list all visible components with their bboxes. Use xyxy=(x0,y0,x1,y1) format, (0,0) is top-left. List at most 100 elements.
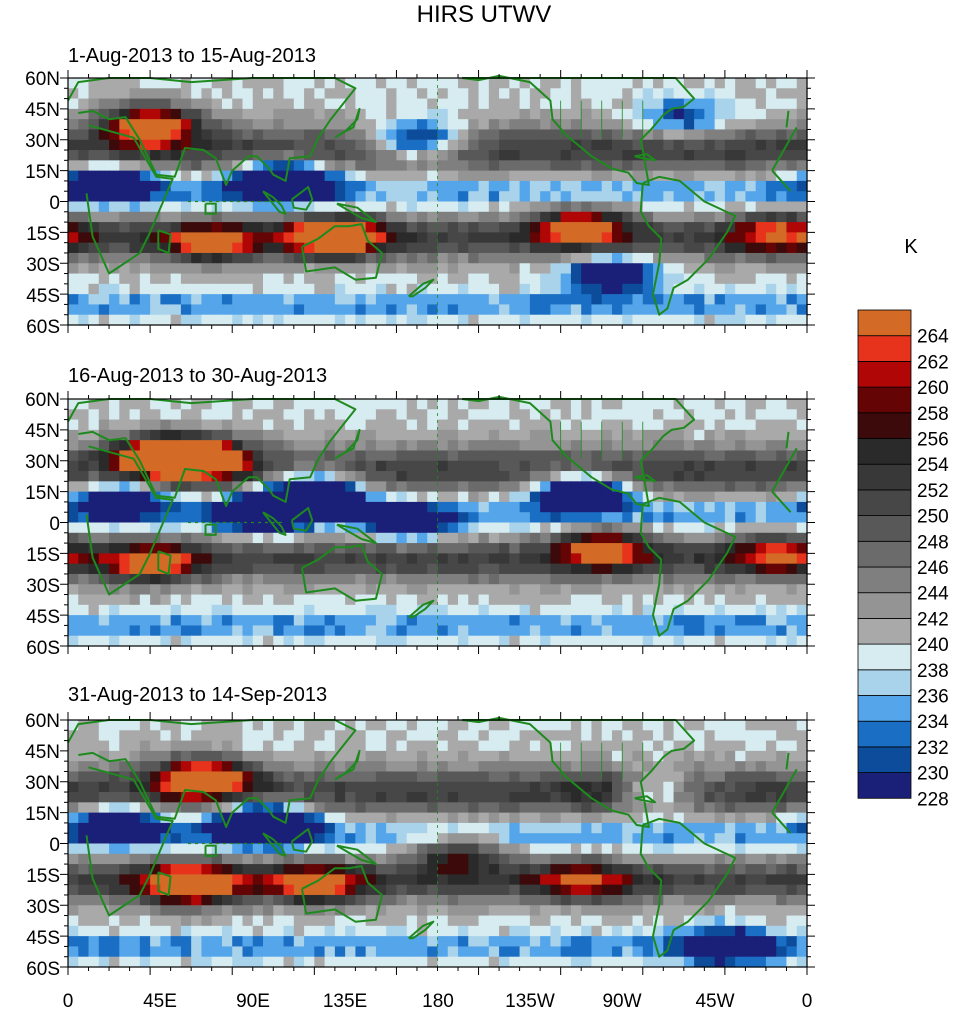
heatmap-cell xyxy=(139,853,151,865)
heatmap-cell xyxy=(437,553,449,565)
heatmap-cell xyxy=(406,802,418,814)
heatmap-cell xyxy=(488,242,500,254)
heatmap-cell xyxy=(119,584,131,596)
heatmap-cell xyxy=(591,874,603,886)
heatmap-cell xyxy=(683,139,695,151)
heatmap-cell xyxy=(375,792,387,803)
heatmap-cell xyxy=(68,853,79,865)
heatmap-cell xyxy=(776,812,788,824)
heatmap-cell xyxy=(386,812,398,824)
heatmap-cell xyxy=(499,263,510,275)
heatmap-cell xyxy=(88,211,100,223)
heatmap-cell xyxy=(653,720,664,731)
heatmap-cell xyxy=(796,471,808,482)
heatmap-cell xyxy=(765,491,777,503)
heatmap-cell xyxy=(632,874,644,886)
heatmap-cell xyxy=(416,304,428,316)
heatmap-cell xyxy=(673,563,685,575)
heatmap-cell xyxy=(88,294,100,306)
heatmap-cell xyxy=(98,232,110,244)
heatmap-cell xyxy=(786,553,798,565)
heatmap-cell xyxy=(499,730,510,742)
heatmap-cell xyxy=(673,78,685,89)
heatmap-cell xyxy=(447,232,459,244)
heatmap-cell xyxy=(252,594,264,606)
heatmap-cell xyxy=(581,273,593,285)
heatmap-cell xyxy=(283,522,295,534)
heatmap-cell xyxy=(642,399,654,410)
heatmap-cell xyxy=(232,864,244,875)
heatmap-cell xyxy=(427,450,439,462)
heatmap-cell xyxy=(273,150,285,161)
heatmap-cell xyxy=(263,429,274,441)
heatmap-cell xyxy=(129,429,141,441)
heatmap-cell xyxy=(704,471,716,482)
heatmap-cell xyxy=(663,532,675,544)
heatmap-cell xyxy=(735,150,747,161)
heatmap-cell xyxy=(550,460,562,472)
heatmap-cell xyxy=(478,273,490,285)
heatmap-cell xyxy=(560,399,572,410)
heatmap-cell xyxy=(129,119,141,131)
heatmap-cell xyxy=(570,750,582,762)
heatmap-cell xyxy=(263,720,274,731)
heatmap-cell xyxy=(786,304,798,316)
heatmap-cell xyxy=(324,191,336,203)
heatmap-cell xyxy=(263,88,274,100)
heatmap-cell xyxy=(273,399,285,410)
heatmap-cell xyxy=(355,160,367,172)
heatmap-cell xyxy=(355,108,367,120)
heatmap-cell xyxy=(304,139,315,151)
heatmap-cell xyxy=(765,88,777,100)
heatmap-cell xyxy=(673,573,685,585)
heatmap-cell xyxy=(170,211,182,223)
heatmap-cell xyxy=(427,399,439,410)
heatmap-cell xyxy=(109,573,120,585)
heatmap-cell xyxy=(714,635,726,647)
heatmap-cell xyxy=(755,314,767,326)
heatmap-cell xyxy=(776,512,788,524)
heatmap-cell xyxy=(745,543,757,554)
heatmap-cell xyxy=(304,119,315,131)
heatmap-cell xyxy=(170,761,182,773)
heatmap-cell xyxy=(755,211,767,223)
heatmap-cell xyxy=(334,563,346,575)
heatmap-cell xyxy=(386,232,398,244)
heatmap-cell xyxy=(704,730,716,742)
heatmap-cell xyxy=(735,750,747,762)
heatmap-cell xyxy=(694,180,705,192)
heatmap-cell xyxy=(324,750,336,762)
heatmap-cell xyxy=(735,512,747,524)
heatmap-cell xyxy=(355,491,367,503)
heatmap-cell xyxy=(519,78,531,89)
heatmap-cell xyxy=(499,108,510,120)
heatmap-cell xyxy=(334,635,346,647)
heatmap-cell xyxy=(653,864,664,875)
heatmap-cell xyxy=(201,553,213,565)
heatmap-cell xyxy=(642,522,654,534)
heatmap-cell xyxy=(581,98,593,110)
heatmap-cell xyxy=(458,501,469,513)
heatmap-cell xyxy=(386,853,398,865)
heatmap-cell xyxy=(396,553,408,565)
heatmap-cell xyxy=(458,543,469,554)
heatmap-cell xyxy=(273,584,285,596)
heatmap-cell xyxy=(776,242,788,254)
heatmap-cell xyxy=(129,160,141,172)
heatmap-cell xyxy=(745,720,757,731)
heatmap-cell xyxy=(345,460,356,472)
heatmap-cell xyxy=(375,294,387,306)
heatmap-cell xyxy=(447,604,459,616)
heatmap-cell xyxy=(653,98,664,110)
heatmap-cell xyxy=(283,833,295,845)
heatmap-cell xyxy=(601,822,613,834)
heatmap-cell xyxy=(714,294,726,306)
heatmap-cell xyxy=(211,584,223,596)
heatmap-cell xyxy=(570,720,582,731)
heatmap-cell xyxy=(694,211,705,223)
heatmap-cell xyxy=(375,874,387,886)
heatmap-cell xyxy=(663,720,675,731)
heatmap-cell xyxy=(632,98,644,110)
heatmap-cell xyxy=(406,615,418,627)
heatmap-cell xyxy=(345,720,356,731)
